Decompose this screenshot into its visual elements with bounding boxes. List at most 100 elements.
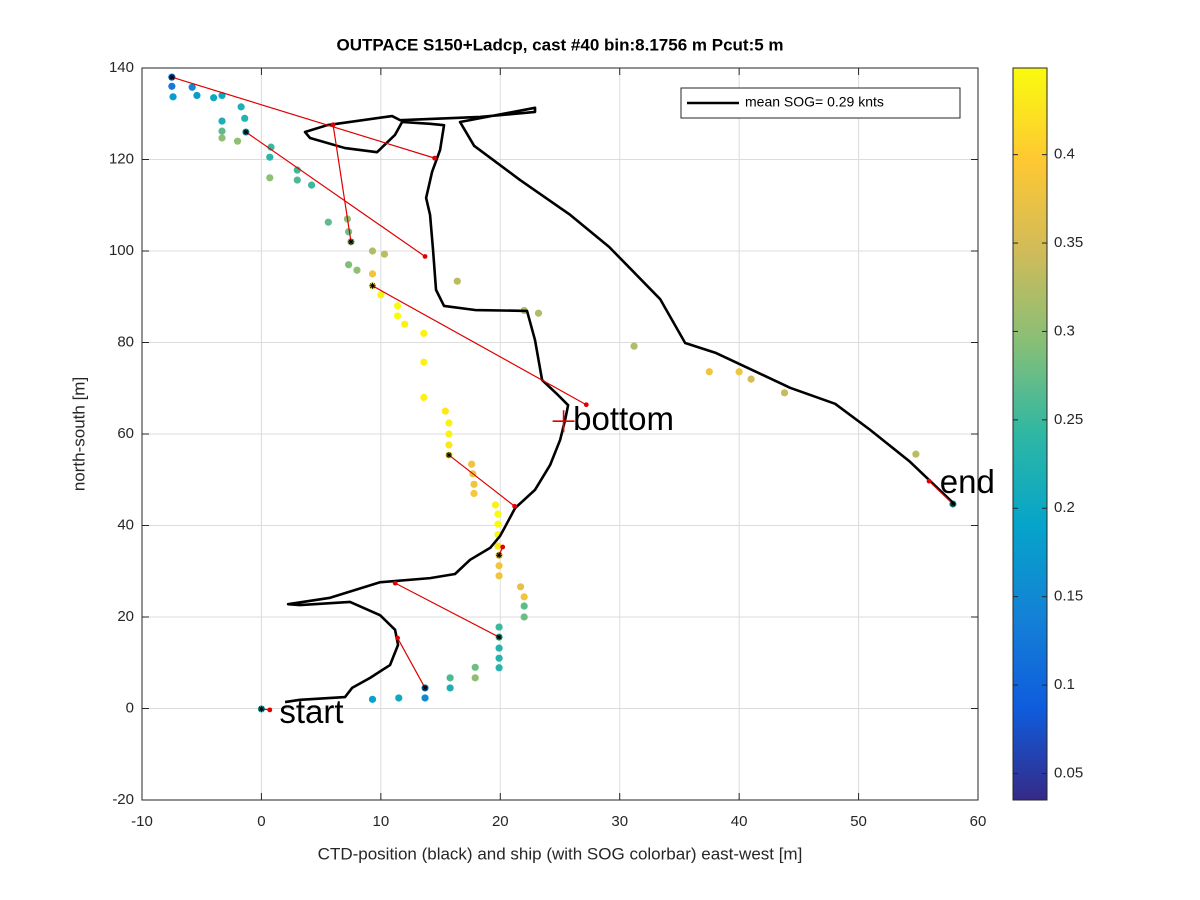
ship-marker: [258, 705, 265, 712]
ship-point: [441, 407, 449, 415]
ship-ctd-link: [397, 637, 426, 689]
x-tick-label: 10: [373, 813, 390, 830]
colorbar-tick-label: 0.05: [1054, 764, 1083, 781]
ship-point: [471, 674, 479, 682]
ship-point: [293, 176, 301, 184]
ctd-marker: [392, 580, 398, 586]
x-tick-label: 0: [257, 813, 265, 830]
ship-point: [470, 480, 478, 488]
bottom-marker: [552, 410, 575, 433]
ctd-marker: [395, 635, 400, 641]
x-axis-label: CTD-position (black) and ship (with SOG …: [318, 844, 803, 863]
colorbar-tick-label: 0.1: [1054, 676, 1075, 693]
ctd-marker: [422, 254, 428, 259]
ship-point: [445, 430, 453, 438]
ctd-marker: [432, 155, 437, 161]
legend-label: mean SOG= 0.29 knts: [745, 94, 884, 110]
ctd-marker: [583, 402, 589, 408]
colorbar-tick-label: 0.4: [1054, 146, 1075, 163]
ship-point: [368, 247, 377, 255]
colorbar-tick-label: 0.3: [1054, 322, 1075, 339]
ship-point: [630, 342, 638, 350]
ship-point: [345, 261, 353, 269]
x-tick-label: -10: [131, 813, 153, 830]
ship-marker: [496, 552, 503, 559]
ship-ctd-link: [448, 454, 515, 507]
ctd-marker: [926, 478, 932, 484]
ship-point: [705, 368, 713, 376]
ship-point: [445, 441, 453, 449]
ship-point: [420, 358, 428, 366]
ctd-marker: [512, 503, 518, 509]
ship-ctd-link: [171, 76, 435, 159]
ship-point: [495, 644, 503, 652]
annotation: end: [940, 463, 995, 500]
ship-point: [353, 266, 361, 274]
x-tick-label: 60: [970, 813, 987, 830]
ship-marker: [348, 238, 354, 245]
ship-point: [453, 277, 461, 285]
ship-point: [445, 419, 453, 427]
y-tick-label: 100: [109, 242, 134, 259]
ship-point: [233, 137, 242, 145]
ship-point: [368, 695, 377, 703]
ship-point: [237, 103, 245, 111]
colorbar-tick-label: 0.25: [1054, 411, 1083, 428]
ship-marker: [242, 129, 249, 136]
ship-point: [747, 375, 755, 383]
ship-point: [324, 218, 332, 226]
x-tick-label: 30: [611, 813, 628, 830]
ship-marker: [949, 500, 956, 507]
y-tick-label: 40: [117, 516, 134, 533]
ship-point: [520, 613, 528, 621]
ship-point: [494, 510, 502, 518]
ship-point: [534, 309, 543, 317]
ship-point: [210, 94, 218, 102]
ctd-marker: [267, 707, 273, 713]
ctd-marker: [330, 122, 336, 128]
ship-marker: [496, 634, 503, 641]
ship-point: [420, 329, 428, 337]
ship-ctd-link: [372, 285, 587, 406]
ship-point: [169, 93, 177, 101]
ship-point: [495, 664, 503, 672]
y-tick-label: 140: [109, 59, 134, 76]
ship-point: [395, 694, 403, 702]
ship-point: [188, 83, 196, 91]
ship-point: [420, 393, 428, 401]
colorbar-tick-label: 0.35: [1054, 234, 1083, 251]
ship-point: [293, 166, 301, 174]
ship-marker: [168, 74, 175, 81]
ship-point: [266, 174, 274, 182]
ship-point: [495, 572, 503, 580]
colorbar: [1012, 67, 1048, 801]
ship-point: [218, 127, 226, 135]
ship-point: [168, 82, 176, 90]
colorbar-tick-label: 0.15: [1054, 588, 1083, 605]
ship-point: [193, 91, 201, 100]
ship-point: [266, 153, 274, 161]
ship-point: [393, 302, 402, 310]
y-axis-label: north-south [m]: [69, 377, 88, 491]
chart-title: OUTPACE S150+Ladcp, cast #40 bin:8.1756 …: [336, 35, 783, 54]
ship-ctd-link: [928, 480, 954, 505]
ship-point: [446, 674, 454, 682]
ship-point: [494, 520, 502, 528]
ship-point: [421, 694, 429, 702]
ship-marker: [422, 684, 429, 691]
x-tick-label: 50: [850, 813, 867, 830]
ship-point: [380, 250, 389, 258]
x-tick-label: 20: [492, 813, 509, 830]
ship-point: [368, 270, 377, 278]
ship-marker: [445, 452, 452, 459]
ctd-marker: [500, 544, 506, 550]
y-tick-label: 80: [117, 333, 134, 350]
ship-point: [218, 117, 226, 125]
ship-point: [520, 602, 528, 610]
axes-box: [141, 67, 979, 801]
ship-point: [307, 181, 316, 189]
ship-point: [401, 320, 409, 328]
ship-point: [495, 623, 503, 631]
ship-point: [780, 389, 789, 397]
